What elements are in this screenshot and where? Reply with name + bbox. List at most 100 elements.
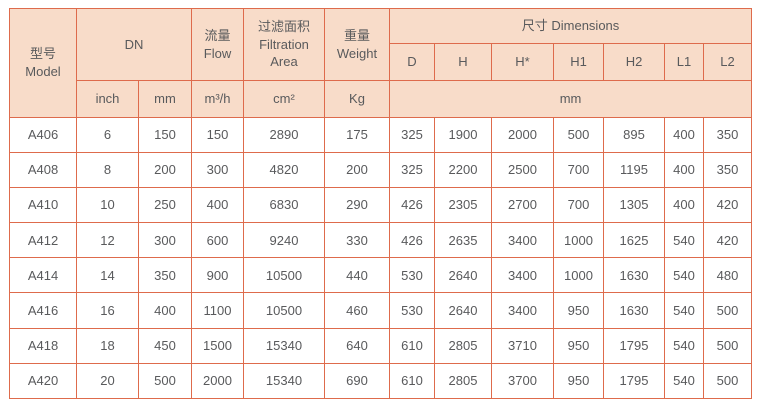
value-cell: 1195 <box>603 152 665 189</box>
table-row: A406 6 150 150 2890 175 325 1900 2000 500 895 400 35… <box>9 116 753 154</box>
value-cell: 540 <box>664 292 704 329</box>
value-cell: 1500 <box>191 327 244 364</box>
header-dim-h1: H1 <box>553 43 604 81</box>
model-cell: A418 <box>9 327 77 364</box>
value-cell: 1795 <box>603 362 665 399</box>
header-row-groups: 型号 Model DN 流量 Flow 过滤面积 Filtration Area… <box>9 8 753 118</box>
header-flow: 流量 Flow <box>191 8 244 81</box>
value-cell: 400 <box>664 116 704 154</box>
value-cell: 2635 <box>434 222 492 259</box>
model-cell: A410 <box>9 187 77 224</box>
value-cell: 1900 <box>434 116 492 154</box>
value-cell: 426 <box>389 187 435 224</box>
value-cell: 4820 <box>243 152 325 189</box>
value-cell: 400 <box>664 187 704 224</box>
header-dim-h: H <box>434 43 492 81</box>
value-cell: 3400 <box>491 292 554 329</box>
table-row: A412 12 300 600 9240 330 426 2635 3400 1000 1625 54… <box>9 222 753 259</box>
value-cell: 9240 <box>243 222 325 259</box>
value-cell: 15340 <box>243 362 325 399</box>
value-cell: 460 <box>324 292 390 329</box>
model-cell: A406 <box>9 116 77 154</box>
value-cell: 200 <box>324 152 390 189</box>
model-cell: A420 <box>9 362 77 399</box>
value-cell: 500 <box>553 116 604 154</box>
value-cell: 420 <box>702 222 753 259</box>
value-cell: 950 <box>553 362 604 399</box>
value-cell: 540 <box>664 222 704 259</box>
value-cell: 2890 <box>243 116 325 154</box>
value-cell: 3700 <box>491 362 554 399</box>
unit-weight: Kg <box>324 80 390 118</box>
header-row-dimension-columns: D H H* H1 H2 L1 L2 <box>10 43 753 81</box>
value-cell: 18 <box>76 327 139 364</box>
value-cell: 12 <box>76 222 139 259</box>
value-cell: 350 <box>702 152 753 189</box>
value-cell: 440 <box>324 257 390 294</box>
value-cell: 300 <box>191 152 244 189</box>
value-cell: 6 <box>76 116 139 154</box>
value-cell: 690 <box>324 362 390 399</box>
value-cell: 426 <box>389 222 435 259</box>
model-cell: A408 <box>9 152 77 189</box>
value-cell: 700 <box>553 187 604 224</box>
unit-flow: m³/h <box>191 80 244 118</box>
header-dn: DN <box>76 8 192 81</box>
header-filtration-area: 过滤面积 Filtration Area <box>243 8 325 81</box>
table-row: A420 20 500 2000 15340 690 610 2805 3700 950 1795 5… <box>9 362 753 399</box>
value-cell: 1000 <box>553 257 604 294</box>
value-cell: 1100 <box>191 292 244 329</box>
header-dim-hstar: H* <box>491 43 554 81</box>
value-cell: 600 <box>191 222 244 259</box>
value-cell: 10500 <box>243 292 325 329</box>
value-cell: 450 <box>138 327 192 364</box>
value-cell: 530 <box>389 257 435 294</box>
value-cell: 15340 <box>243 327 325 364</box>
table-row: A408 8 200 300 4820 200 325 2200 2500 700 1195 400 3… <box>9 152 753 189</box>
value-cell: 900 <box>191 257 244 294</box>
value-cell: 2640 <box>434 292 492 329</box>
value-cell: 16 <box>76 292 139 329</box>
value-cell: 400 <box>138 292 192 329</box>
value-cell: 2000 <box>191 362 244 399</box>
spec-table: 型号 Model DN 流量 Flow 过滤面积 Filtration Area… <box>9 8 753 399</box>
model-cell: A414 <box>9 257 77 294</box>
value-cell: 400 <box>664 152 704 189</box>
value-cell: 1000 <box>553 222 604 259</box>
unit-area: cm² <box>243 80 325 118</box>
value-cell: 500 <box>702 362 753 399</box>
value-cell: 350 <box>702 116 753 154</box>
value-cell: 325 <box>389 152 435 189</box>
value-cell: 2700 <box>491 187 554 224</box>
value-cell: 300 <box>138 222 192 259</box>
value-cell: 2805 <box>434 362 492 399</box>
header-row-units: inch mm m³/h cm² Kg mm <box>10 80 753 118</box>
value-cell: 540 <box>664 327 704 364</box>
value-cell: 500 <box>138 362 192 399</box>
unit-dimensions: mm <box>388 80 753 118</box>
value-cell: 480 <box>702 257 753 294</box>
value-cell: 2000 <box>491 116 554 154</box>
unit-dn-inch: inch <box>76 80 139 118</box>
value-cell: 1795 <box>603 327 665 364</box>
header-weight: 重量 Weight <box>324 8 390 81</box>
value-cell: 540 <box>664 257 704 294</box>
value-cell: 1630 <box>603 292 665 329</box>
value-cell: 8 <box>76 152 139 189</box>
table-body: A406 6 150 150 2890 175 325 1900 2000 500 895 400 35… <box>9 116 753 399</box>
value-cell: 325 <box>389 116 435 154</box>
value-cell: 400 <box>191 187 244 224</box>
value-cell: 950 <box>553 292 604 329</box>
value-cell: 2640 <box>434 257 492 294</box>
value-cell: 1625 <box>603 222 665 259</box>
value-cell: 640 <box>324 327 390 364</box>
table-header: 型号 Model DN 流量 Flow 过滤面积 Filtration Area… <box>9 8 753 118</box>
value-cell: 500 <box>702 327 753 364</box>
value-cell: 420 <box>702 187 753 224</box>
table-row: A414 14 350 900 10500 440 530 2640 3400 1000 1630 5… <box>9 257 753 294</box>
value-cell: 950 <box>553 327 604 364</box>
value-cell: 250 <box>138 187 192 224</box>
value-cell: 150 <box>191 116 244 154</box>
value-cell: 14 <box>76 257 139 294</box>
value-cell: 895 <box>603 116 665 154</box>
